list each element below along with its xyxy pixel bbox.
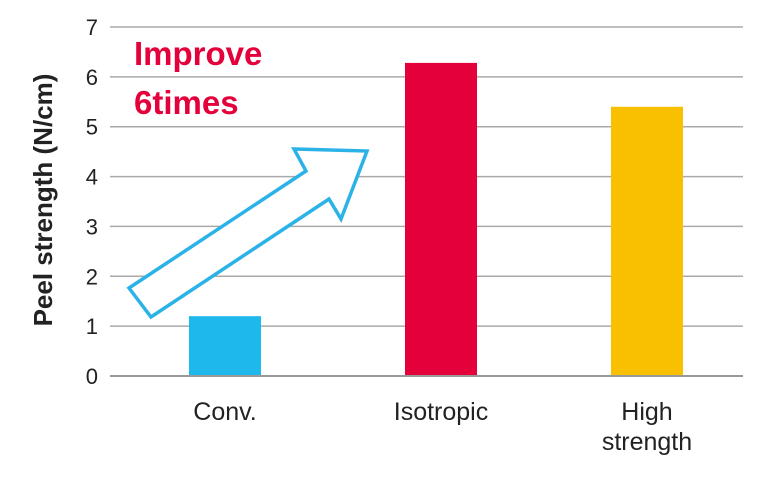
y-tick-label: 6 xyxy=(86,65,98,90)
bar xyxy=(405,62,477,376)
category-label: strength xyxy=(602,428,692,456)
bars xyxy=(189,62,683,377)
y-tick-label: 2 xyxy=(86,264,98,289)
bar xyxy=(611,106,683,377)
y-tick-label: 3 xyxy=(86,214,98,239)
y-tick-label: 7 xyxy=(86,15,98,40)
category-label: Isotropic xyxy=(394,398,488,426)
annotation-line-1: Improve xyxy=(134,35,262,72)
improvement-arrow-icon xyxy=(126,147,370,320)
bar xyxy=(189,316,261,376)
category-label: High xyxy=(621,398,672,426)
y-tick-label: 4 xyxy=(86,165,98,190)
category-label: Conv. xyxy=(193,398,256,426)
y-tick-label: 0 xyxy=(86,364,98,389)
annotation-line-2: 6times xyxy=(134,84,239,121)
y-tick-labels: 0 1 2 3 4 5 6 7 xyxy=(86,15,98,389)
y-tick-label: 5 xyxy=(86,115,98,140)
y-axis-label: Peel strength (N/cm) xyxy=(28,74,58,327)
y-tick-label: 1 xyxy=(86,314,98,339)
